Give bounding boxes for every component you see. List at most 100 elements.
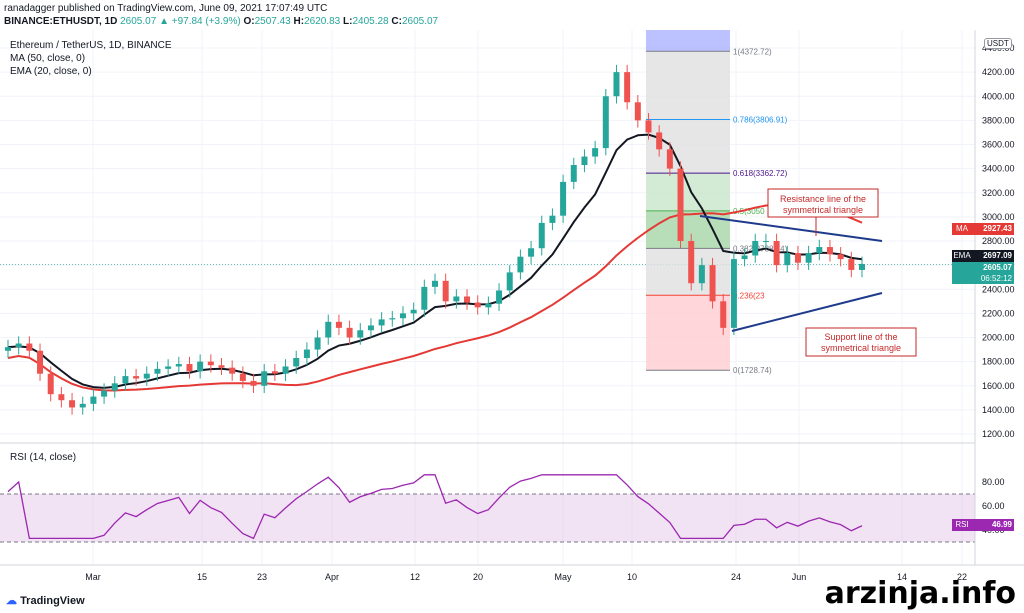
candle-body bbox=[218, 365, 225, 368]
candle-body bbox=[794, 253, 801, 263]
ema-value-tag: EMA 2697.09 bbox=[952, 250, 1014, 262]
price-tick-label: 1200.00 bbox=[982, 429, 1015, 439]
time-tick-label: Apr bbox=[325, 572, 339, 582]
candle-body bbox=[805, 253, 812, 263]
candle-body bbox=[709, 265, 716, 302]
fib-retracement[interactable]: 1(4372.72) 0.786(3806.91) 0.618(3362.72) 0.… bbox=[646, 30, 788, 375]
time-tick-label: 10 bbox=[627, 572, 637, 582]
candle-body bbox=[229, 367, 236, 374]
resistance-callout-box[interactable] bbox=[767, 188, 879, 218]
open-value: 2507.43 bbox=[254, 16, 291, 27]
candle-body bbox=[175, 364, 182, 367]
candle-countdown: 06:52:12 bbox=[980, 274, 1012, 283]
candle-body bbox=[816, 247, 823, 254]
chart-title[interactable]: Ethereum / TetherUS, 1D, BINANCE bbox=[10, 40, 172, 51]
candle-body bbox=[752, 241, 759, 256]
time-axis[interactable]: Mar 15 23 Apr 12 20 May 10 24 Jun 14 22 bbox=[85, 572, 967, 582]
time-tick-label: 24 bbox=[731, 572, 741, 582]
candle-body bbox=[602, 96, 609, 149]
time-tick-label: Jun bbox=[792, 572, 807, 582]
fib-level-label: 0(1728.74) bbox=[733, 366, 772, 375]
candle-body bbox=[79, 403, 86, 408]
price-tick-label: 2800.00 bbox=[982, 236, 1015, 246]
candle-body bbox=[47, 373, 54, 395]
ema-tag-label: EMA bbox=[953, 251, 971, 260]
candle-body bbox=[474, 302, 481, 308]
candle-body bbox=[111, 383, 118, 391]
candle-body bbox=[826, 247, 833, 255]
candle-body bbox=[101, 390, 108, 397]
rsi-tag-value: 46.99 bbox=[991, 520, 1012, 529]
candle-body bbox=[624, 72, 631, 103]
candle-body bbox=[37, 350, 44, 374]
time-tick-label: Mar bbox=[85, 572, 101, 582]
candle-body bbox=[325, 321, 332, 338]
support-trendline[interactable] bbox=[731, 292, 883, 332]
high-value: 2620.83 bbox=[304, 16, 341, 27]
rsi-tick-label: 60.00 bbox=[982, 501, 1005, 511]
ema-legend[interactable]: EMA (20, close, 0) bbox=[10, 66, 92, 77]
candle-body bbox=[207, 361, 214, 366]
rsi-legend[interactable]: RSI (14, close) bbox=[10, 452, 77, 463]
symbol-label: BINANCE:ETHUSDT, 1D bbox=[4, 16, 118, 27]
candle-body bbox=[367, 325, 374, 331]
support-callout-box[interactable] bbox=[805, 327, 917, 357]
candle-body bbox=[261, 371, 268, 386]
price-tick-label: 2200.00 bbox=[982, 308, 1015, 318]
candle-body bbox=[496, 290, 503, 304]
resistance-callout-line1: Resistance line of the bbox=[780, 194, 866, 204]
candle-body bbox=[859, 263, 865, 270]
candles bbox=[5, 64, 865, 415]
candle-body bbox=[165, 366, 172, 369]
candle-body bbox=[133, 376, 140, 379]
candle-body bbox=[271, 371, 278, 374]
candle-body bbox=[677, 168, 684, 241]
candle-body bbox=[58, 394, 65, 401]
candle-body bbox=[592, 148, 599, 157]
fib-level-label: 0.786(3806.91) bbox=[733, 116, 788, 125]
ma-tag-value: 2927.43 bbox=[983, 224, 1012, 233]
price-tick-label: 2400.00 bbox=[982, 284, 1015, 294]
candle-body bbox=[5, 347, 11, 351]
candle-body bbox=[784, 253, 791, 266]
candle-body bbox=[357, 330, 364, 338]
candle-body bbox=[485, 303, 492, 308]
rsi-line bbox=[7, 474, 863, 540]
candle-body bbox=[122, 376, 129, 384]
support-callout-line2: symmetrical triangle bbox=[821, 343, 901, 353]
candle-body bbox=[69, 400, 76, 408]
candle-body bbox=[421, 286, 428, 310]
time-tick-label: 12 bbox=[410, 572, 420, 582]
support-callout-line1: Support line of the bbox=[824, 332, 897, 342]
price-tick-label: 3000.00 bbox=[982, 212, 1015, 222]
last-price: 2605.07 bbox=[120, 16, 157, 27]
candle-body bbox=[762, 241, 769, 242]
price-tick-label: 2000.00 bbox=[982, 333, 1015, 343]
tradingview-logo[interactable]: ☁ TradingView bbox=[6, 594, 85, 607]
candle-body bbox=[549, 215, 556, 223]
candle-body bbox=[186, 364, 193, 372]
candle-body bbox=[15, 343, 22, 348]
time-tick-label: 14 bbox=[897, 572, 907, 582]
rsi-tick-label: 80.00 bbox=[982, 477, 1005, 487]
high-label: H: bbox=[293, 16, 305, 27]
candle-body bbox=[314, 337, 321, 350]
rsi-pane[interactable] bbox=[0, 474, 975, 543]
fib-level-label: 1(4372.72) bbox=[733, 47, 772, 56]
currency-badge[interactable]: USDT bbox=[984, 38, 1012, 49]
candle-body bbox=[730, 259, 737, 328]
ma-legend[interactable]: MA (50, close, 0) bbox=[10, 53, 86, 64]
rsi-tag-label: RSI bbox=[955, 520, 969, 529]
candle-body bbox=[293, 358, 300, 367]
price-change: ▲ +97.84 (+3.9%) bbox=[159, 16, 241, 27]
time-tick-label: 22 bbox=[957, 572, 967, 582]
fib-level-label: 0.236(23 bbox=[733, 291, 765, 300]
resistance-trendline[interactable] bbox=[699, 215, 883, 242]
tradingview-brand: TradingView bbox=[20, 595, 85, 607]
price-axis[interactable]: 1200.00 1400.00 1600.00 1800.00 2000.00 2200.… bbox=[982, 43, 1015, 439]
publish-info: ranadagger published on TradingView.com,… bbox=[4, 3, 328, 14]
candle-body bbox=[528, 248, 535, 257]
candle-body bbox=[837, 254, 844, 260]
candle-body bbox=[26, 343, 33, 351]
